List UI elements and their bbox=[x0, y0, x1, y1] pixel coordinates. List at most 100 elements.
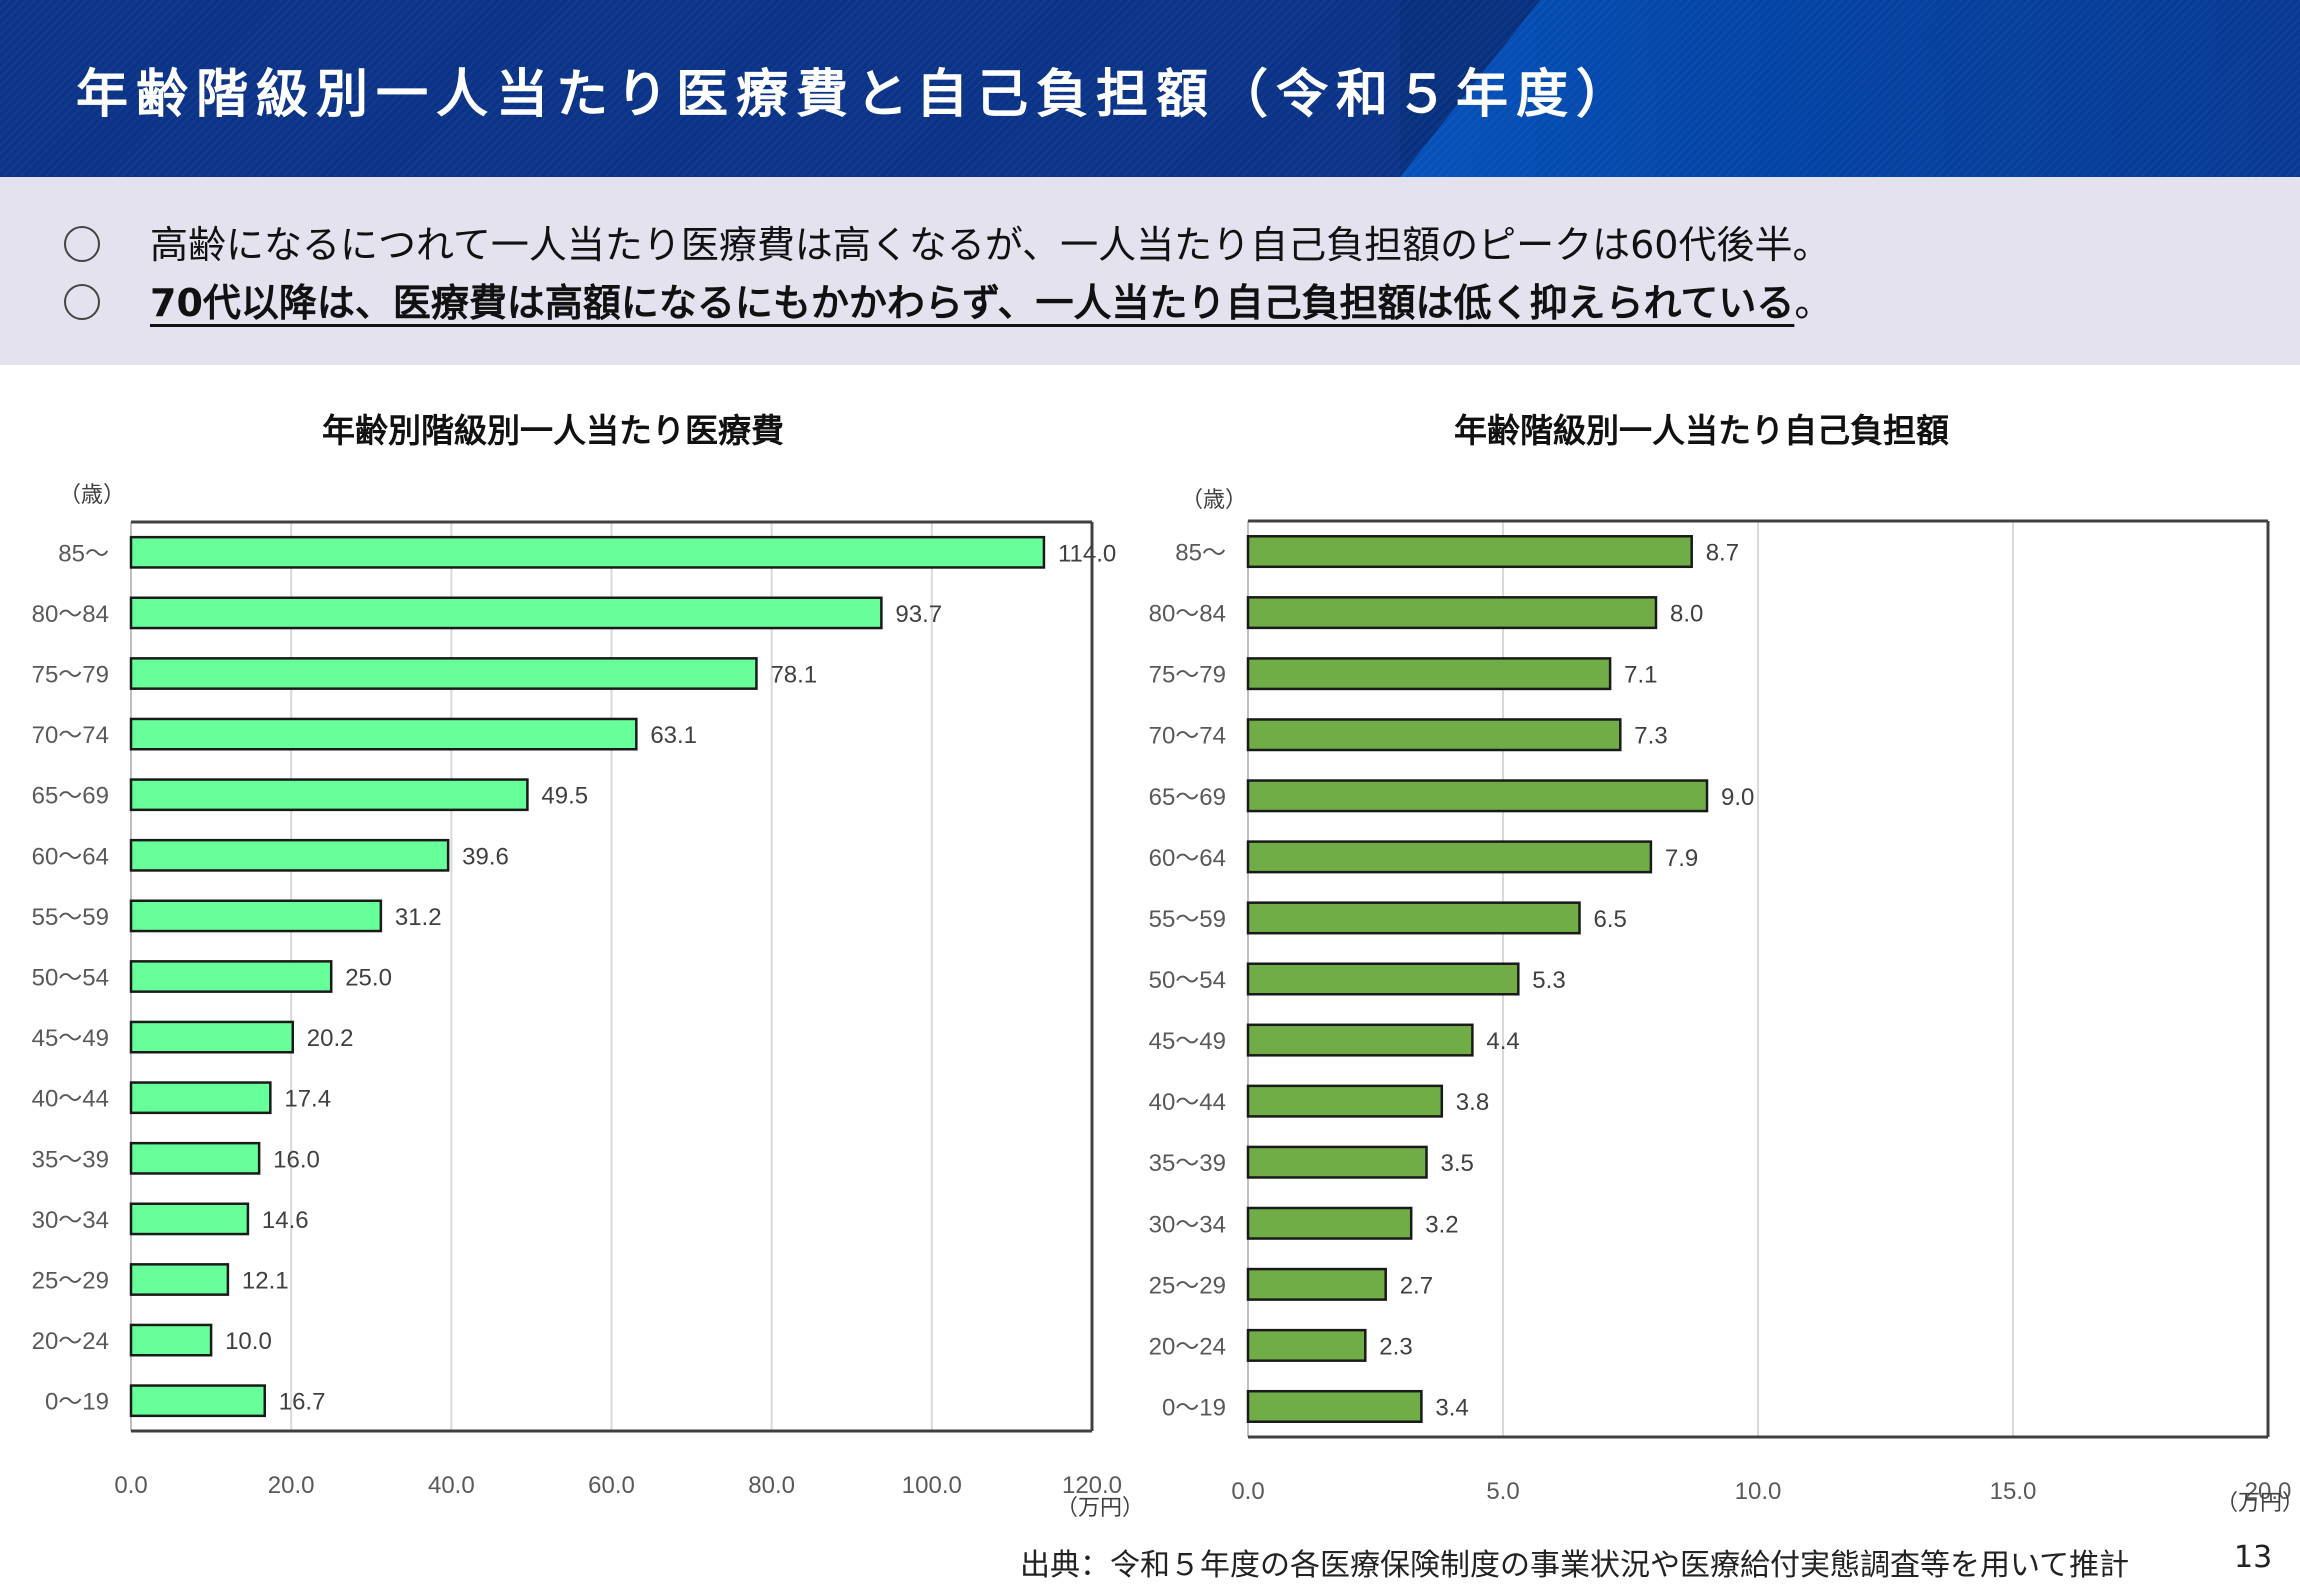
data-label: 3.8 bbox=[1456, 1089, 1489, 1116]
category-label: 20〜24 bbox=[1149, 1333, 1226, 1360]
data-label: 10.0 bbox=[225, 1328, 272, 1355]
bar bbox=[1246, 840, 1653, 874]
bar bbox=[1246, 901, 1581, 935]
y-axis-unit-label: （歳） bbox=[1181, 487, 1247, 512]
category-label: 30〜34 bbox=[32, 1207, 109, 1234]
category-label: 60〜64 bbox=[1149, 845, 1226, 872]
x-tick-label: 0.0 bbox=[1231, 1478, 1264, 1505]
category-label: 50〜54 bbox=[1149, 967, 1226, 994]
x-tick-label: 15.0 bbox=[1990, 1478, 2037, 1505]
data-label: 8.0 bbox=[1670, 601, 1703, 628]
category-label: 20〜24 bbox=[32, 1328, 109, 1355]
x-tick-label: 20.0 bbox=[2245, 1478, 2292, 1505]
x-axis-unit-label: （万円） bbox=[1056, 1495, 1144, 1520]
data-label: 8.7 bbox=[1706, 540, 1739, 567]
bar bbox=[1246, 596, 1658, 630]
data-label: 2.7 bbox=[1400, 1272, 1433, 1299]
chart-title-medical-cost: 年齢別階級別一人当たり医療費 bbox=[322, 411, 784, 450]
data-label: 7.1 bbox=[1624, 662, 1657, 689]
category-label: 25〜29 bbox=[32, 1268, 109, 1295]
bar bbox=[1246, 1023, 1474, 1057]
category-label: 80〜84 bbox=[1149, 601, 1226, 628]
x-tick-label: 120.0 bbox=[1062, 1472, 1122, 1499]
bar bbox=[129, 535, 1046, 569]
data-label: 3.2 bbox=[1425, 1211, 1458, 1238]
x-tick-label: 100.0 bbox=[902, 1472, 962, 1499]
source-note: 出典：令和５年度の各医療保険制度の事業状況や医療給付実態調査等を用いて推計 bbox=[1020, 1548, 2130, 1583]
data-label: 7.9 bbox=[1665, 845, 1698, 872]
data-label: 25.0 bbox=[345, 965, 392, 992]
data-label: 78.1 bbox=[770, 662, 817, 689]
bar bbox=[129, 1081, 272, 1115]
bar bbox=[1246, 535, 1693, 569]
bar bbox=[129, 960, 333, 993]
x-axis-unit-label: （万円） bbox=[2216, 1490, 2300, 1515]
data-label: 3.5 bbox=[1441, 1150, 1474, 1177]
data-label: 114.0 bbox=[1058, 540, 1116, 567]
chart-title-copayment: 年齢階級別一人当たり自己負担額 bbox=[1454, 411, 1949, 450]
data-label: 2.3 bbox=[1379, 1333, 1412, 1360]
bar bbox=[1246, 962, 1520, 996]
bar bbox=[1246, 779, 1709, 813]
slide-header: 年齢階級別一人当たり医療費と自己負担額（令和５年度） bbox=[0, 0, 2300, 177]
data-label: 9.0 bbox=[1721, 784, 1754, 811]
category-label: 50〜54 bbox=[32, 965, 109, 992]
category-label: 35〜39 bbox=[1149, 1150, 1226, 1177]
data-label: 14.6 bbox=[262, 1207, 309, 1234]
x-tick-label: 80.0 bbox=[748, 1472, 795, 1499]
category-label: 70〜74 bbox=[32, 722, 109, 749]
category-label: 45〜49 bbox=[1149, 1028, 1226, 1055]
data-label: 6.5 bbox=[1594, 906, 1627, 933]
category-label: 0〜19 bbox=[45, 1389, 109, 1416]
data-label: 16.0 bbox=[273, 1146, 320, 1173]
category-label: 65〜69 bbox=[1149, 784, 1226, 811]
summary-bullet-emphasis: 70代以降は、医療費は高額になるにもかかわらず、一人当たり自己負担額は低く抑えら… bbox=[64, 272, 1832, 327]
x-tick-label: 40.0 bbox=[428, 1472, 475, 1499]
category-label: 65〜69 bbox=[32, 783, 109, 810]
bar bbox=[1246, 1084, 1444, 1118]
data-label: 63.1 bbox=[650, 722, 697, 749]
circle-bullet-icon bbox=[64, 225, 100, 262]
y-axis-unit-label: （歳） bbox=[59, 482, 125, 507]
header-accent-panel bbox=[1400, 0, 2300, 177]
bar bbox=[1246, 657, 1612, 691]
data-label: 49.5 bbox=[541, 783, 588, 810]
header-stripe-pattern bbox=[0, 0, 2300, 177]
bar bbox=[1246, 1267, 1387, 1301]
category-label: 70〜74 bbox=[1149, 723, 1226, 750]
bar bbox=[129, 1020, 295, 1054]
category-label: 35〜39 bbox=[32, 1146, 109, 1173]
summary-bullet: 高齢になるにつれて一人当たり医療費は高くなるが、一人当たり自己負担額のピークは6… bbox=[64, 214, 1830, 269]
category-label: 55〜59 bbox=[32, 904, 109, 931]
category-label: 75〜79 bbox=[1149, 662, 1226, 689]
bar bbox=[1246, 1206, 1413, 1240]
page-title: 年齢階級別一人当たり医療費と自己負担額（令和５年度） bbox=[76, 65, 1637, 125]
x-tick-label: 20.0 bbox=[268, 1472, 315, 1499]
data-label: 93.7 bbox=[895, 601, 942, 628]
data-label: 12.1 bbox=[242, 1268, 289, 1295]
data-label: 3.4 bbox=[1435, 1394, 1468, 1421]
bar bbox=[1246, 1328, 1367, 1362]
summary-bullet-tail: 。 bbox=[1794, 281, 1833, 325]
category-label: 30〜34 bbox=[1149, 1211, 1226, 1238]
category-label: 85〜 bbox=[58, 540, 109, 567]
data-label: 17.4 bbox=[284, 1086, 331, 1113]
data-label: 5.3 bbox=[1532, 967, 1565, 994]
bar bbox=[129, 838, 450, 872]
bar bbox=[129, 596, 883, 630]
summary-bullet-text: 70代以降は、医療費は高額になるにもかかわらず、一人当たり自己負担額は低く抑えら… bbox=[150, 281, 1795, 325]
bar bbox=[129, 1141, 261, 1175]
data-label: 16.7 bbox=[279, 1389, 326, 1416]
summary-bullet-text: 高齢になるにつれて一人当たり医療費は高くなるが、一人当たり自己負担額のピークは6… bbox=[150, 223, 1831, 267]
bar bbox=[129, 1323, 213, 1357]
x-tick-label: 10.0 bbox=[1735, 1478, 1782, 1505]
bar bbox=[129, 1202, 250, 1236]
data-label: 7.3 bbox=[1634, 723, 1667, 750]
category-label: 40〜44 bbox=[32, 1086, 109, 1113]
circle-bullet-icon bbox=[64, 283, 100, 320]
category-label: 0〜19 bbox=[1162, 1394, 1226, 1421]
bar bbox=[129, 717, 638, 751]
category-label: 25〜29 bbox=[1149, 1272, 1226, 1299]
category-label: 45〜49 bbox=[32, 1025, 109, 1052]
category-label: 75〜79 bbox=[32, 662, 109, 689]
